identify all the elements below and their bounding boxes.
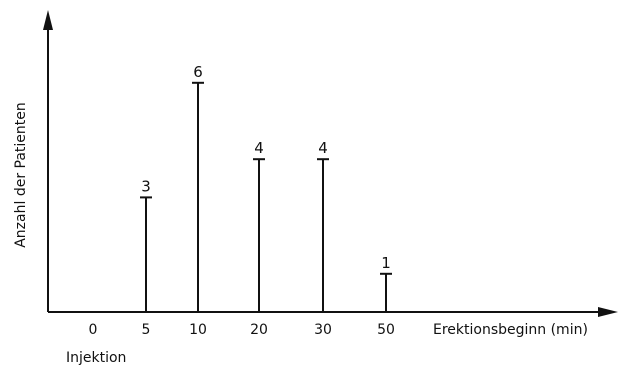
x-tick-label-0: 0 <box>89 322 98 338</box>
data-label-30: 4 <box>318 139 328 157</box>
x-tick-label-50: 50 <box>377 322 395 338</box>
x-tick-label-20: 20 <box>250 322 268 338</box>
x-axis-arrow <box>598 307 618 317</box>
y-axis-label: Anzahl der Patienten <box>13 102 29 248</box>
y-axis-arrow <box>43 10 53 30</box>
data-label-20: 4 <box>254 139 264 157</box>
data-label-10: 6 <box>193 63 203 81</box>
x-tick-label-30: 30 <box>314 322 332 338</box>
x-tick-label-10: 10 <box>189 322 207 338</box>
x-tick-label-5: 5 <box>142 322 151 338</box>
x-axis-label: Erektionsbeginn (min) <box>433 322 588 338</box>
data-label-5: 3 <box>141 177 151 195</box>
annotation-injektion: Injektion <box>66 350 126 366</box>
data-label-50: 1 <box>381 254 391 272</box>
